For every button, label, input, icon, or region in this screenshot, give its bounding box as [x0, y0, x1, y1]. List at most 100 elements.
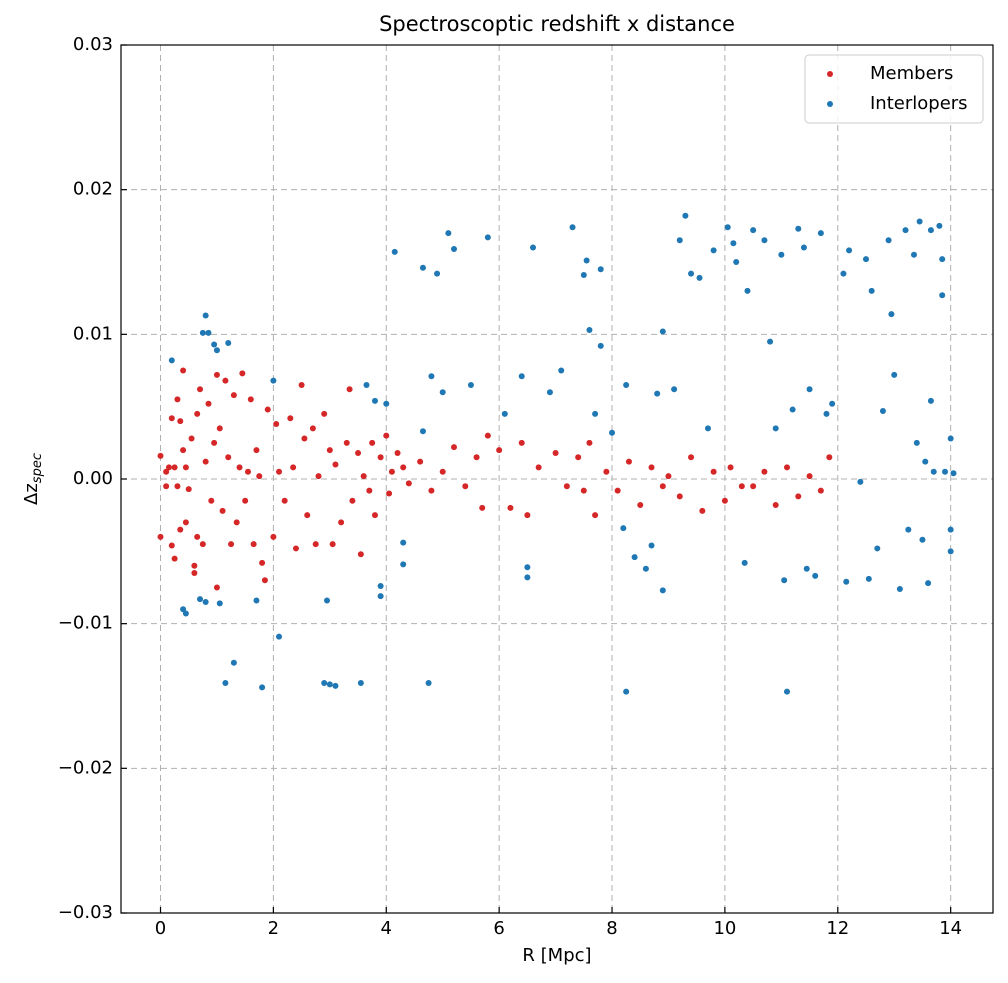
point — [623, 688, 630, 695]
point — [281, 497, 288, 504]
point — [287, 415, 294, 422]
point — [250, 541, 257, 548]
point — [501, 410, 508, 417]
point — [357, 551, 364, 558]
point — [535, 464, 542, 471]
point — [863, 256, 870, 263]
point — [936, 222, 943, 229]
point — [261, 577, 268, 584]
point — [377, 583, 384, 590]
point — [332, 461, 339, 468]
point — [563, 483, 570, 490]
point — [270, 377, 277, 384]
point — [795, 493, 802, 500]
point — [165, 464, 172, 471]
point — [357, 679, 364, 686]
point — [806, 386, 813, 393]
point — [194, 533, 201, 540]
point — [710, 247, 717, 254]
point — [259, 559, 266, 566]
point — [637, 502, 644, 509]
point — [479, 504, 486, 511]
point — [484, 432, 491, 439]
point — [349, 497, 356, 504]
point — [888, 311, 895, 318]
legend-label: Interlopers — [870, 93, 968, 114]
point — [648, 464, 655, 471]
point — [304, 512, 311, 519]
point — [761, 468, 768, 475]
point — [236, 464, 243, 471]
point — [916, 218, 923, 225]
point — [580, 487, 587, 494]
point — [180, 367, 187, 374]
point — [676, 493, 683, 500]
point — [783, 464, 790, 471]
point — [857, 478, 864, 485]
point — [744, 287, 751, 294]
point — [225, 340, 232, 347]
y-axis-label: Δzspec — [21, 453, 45, 505]
point — [592, 410, 599, 417]
point — [185, 486, 192, 493]
point — [823, 410, 830, 417]
point — [244, 468, 251, 475]
point — [171, 464, 178, 471]
point — [688, 454, 695, 461]
point — [874, 545, 881, 552]
point — [216, 425, 223, 432]
point — [329, 541, 336, 548]
x-tick-label: 2 — [268, 918, 279, 939]
point — [182, 519, 189, 526]
point — [614, 487, 621, 494]
plot-frame — [120, 44, 994, 914]
point — [896, 585, 903, 592]
point — [597, 266, 604, 273]
point — [371, 512, 378, 519]
point — [256, 473, 263, 480]
point — [253, 597, 260, 604]
point — [750, 227, 757, 234]
point — [450, 245, 457, 252]
point — [546, 389, 553, 396]
point — [213, 347, 220, 354]
point — [197, 386, 204, 393]
point — [558, 367, 565, 374]
point — [326, 447, 333, 454]
point — [202, 598, 209, 605]
y-label-sub: spec — [30, 453, 45, 483]
point — [704, 425, 711, 432]
point — [247, 396, 254, 403]
point — [891, 371, 898, 378]
point — [230, 392, 237, 399]
x-tick-label: 0 — [155, 918, 166, 939]
point — [575, 454, 582, 461]
point — [171, 555, 178, 562]
y-label-main: Δz — [21, 483, 42, 505]
point — [659, 328, 666, 335]
point — [174, 483, 181, 490]
point — [445, 230, 452, 237]
point — [583, 257, 590, 264]
point — [276, 633, 283, 640]
x-tick-label: 4 — [381, 918, 392, 939]
point — [795, 225, 802, 232]
point — [586, 326, 593, 333]
point — [843, 578, 850, 585]
point — [177, 526, 184, 533]
point — [524, 574, 531, 581]
point — [324, 597, 331, 604]
point — [642, 565, 649, 572]
point — [721, 497, 728, 504]
legend-box — [804, 54, 984, 124]
point — [925, 580, 932, 587]
point — [879, 408, 886, 415]
point — [927, 227, 934, 234]
point — [462, 483, 469, 490]
point — [343, 439, 350, 446]
point — [609, 429, 616, 436]
point — [199, 329, 206, 336]
point — [623, 381, 630, 388]
point — [789, 406, 796, 413]
